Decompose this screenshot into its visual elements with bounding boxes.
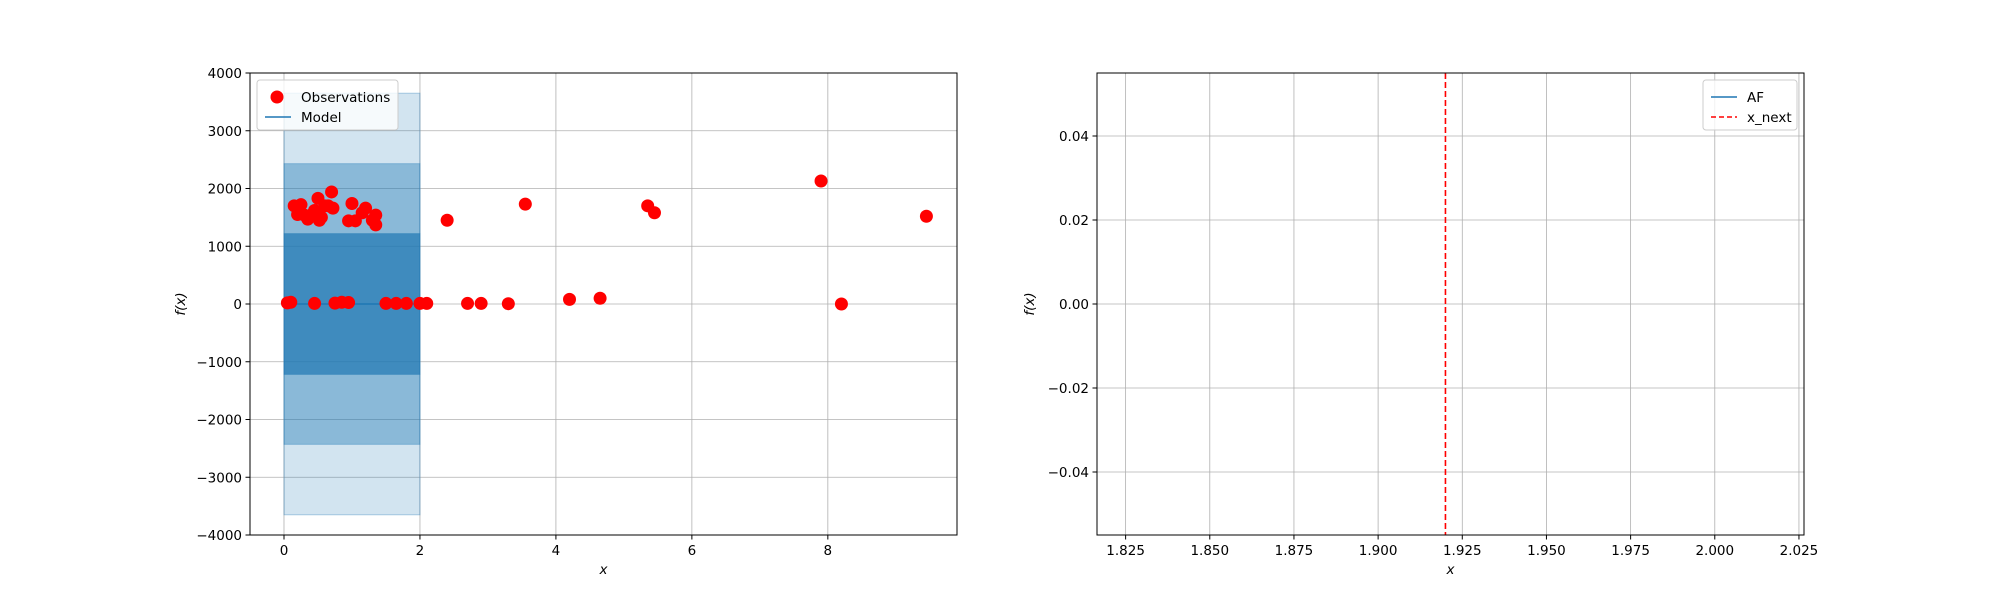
observation-point: [345, 197, 359, 211]
legend-box: [1702, 79, 1798, 131]
observation-point: [342, 296, 356, 310]
observation-point: [834, 297, 848, 311]
x-tick-label: 1.900: [1359, 543, 1398, 559]
observation-point: [294, 198, 308, 212]
observation-point: [308, 296, 322, 310]
observation-point: [647, 206, 661, 220]
x-tick-label: 0: [280, 543, 289, 559]
plot-area: [280, 92, 933, 516]
observation-point: [518, 197, 532, 211]
observation-point: [326, 201, 340, 215]
x-tick-label: 6: [688, 543, 697, 559]
y-tick-label: 0.04: [1059, 129, 1089, 145]
y-tick-label: 1000: [208, 239, 242, 255]
observation-point: [369, 218, 383, 232]
y-tick-label: −0.02: [1048, 381, 1089, 397]
observation-point: [501, 297, 515, 311]
observation-point: [369, 208, 383, 222]
x-tick-label: 2: [416, 543, 425, 559]
observation-point: [379, 296, 393, 310]
observation-point: [399, 296, 413, 310]
x-tick-label: 1.850: [1190, 543, 1229, 559]
y-tick-label: 0.02: [1059, 213, 1089, 229]
legend: AF x_next: [1702, 79, 1798, 131]
observation-point: [563, 292, 577, 306]
x-axis-label: x: [1446, 562, 1456, 578]
x-axis-label: x: [599, 562, 609, 578]
y-tick-label: 0.00: [1059, 297, 1089, 313]
observation-point: [919, 209, 933, 223]
x-tick-label: 2.025: [1780, 543, 1819, 559]
observation-point: [420, 296, 434, 310]
x-tick-label: 4: [552, 543, 561, 559]
y-tick-label: 2000: [208, 182, 242, 198]
y-tick-label: −4000: [196, 528, 242, 544]
observation-point: [593, 291, 607, 305]
y-tick-label: 3000: [208, 124, 242, 140]
observation-point: [474, 296, 488, 310]
y-tick-label: −1000: [196, 355, 242, 371]
right-plot: 1.825 1.850 1.875 1.900 1.925 1.950 1.975 2.000…: [1022, 72, 1819, 578]
x-tick-label: 1.925: [1443, 543, 1482, 559]
legend-box: [256, 79, 399, 131]
observation-point: [440, 213, 454, 227]
legend-label: Model: [301, 110, 342, 126]
y-axis-label: f(x): [1022, 292, 1038, 315]
y-tick-label: 0: [233, 297, 242, 313]
legend-label: Observations: [301, 90, 390, 106]
x-tick-label: 1.875: [1275, 543, 1314, 559]
legend: Observations Model: [256, 79, 399, 131]
x-tick-label: 1.975: [1611, 543, 1650, 559]
legend-label: x_next: [1747, 110, 1792, 126]
observation-point: [314, 210, 328, 224]
y-tick-label: −0.04: [1048, 465, 1089, 481]
observation-point: [461, 296, 475, 310]
observation-point: [325, 185, 339, 199]
y-tick-label: −3000: [196, 470, 242, 486]
legend-label: AF: [1747, 90, 1764, 106]
x-tick-label: 1.825: [1106, 543, 1145, 559]
left-plot: 0 2 4 6 8 −4000 −3000 −2000 −1000 0 1000 2000 3000 40…: [173, 66, 958, 578]
observation-point: [814, 174, 828, 188]
y-axis-label: f(x): [173, 292, 189, 315]
observation-point: [389, 296, 403, 310]
x-tick-label: 8: [824, 543, 833, 559]
observation-point: [284, 295, 298, 309]
x-tick-label: 2.000: [1695, 543, 1734, 559]
y-tick-label: −2000: [196, 413, 242, 429]
x-tick-label: 1.950: [1527, 543, 1566, 559]
y-tick-label: 4000: [208, 66, 242, 82]
legend-marker-observations: [270, 90, 284, 104]
observation-point: [359, 201, 373, 215]
